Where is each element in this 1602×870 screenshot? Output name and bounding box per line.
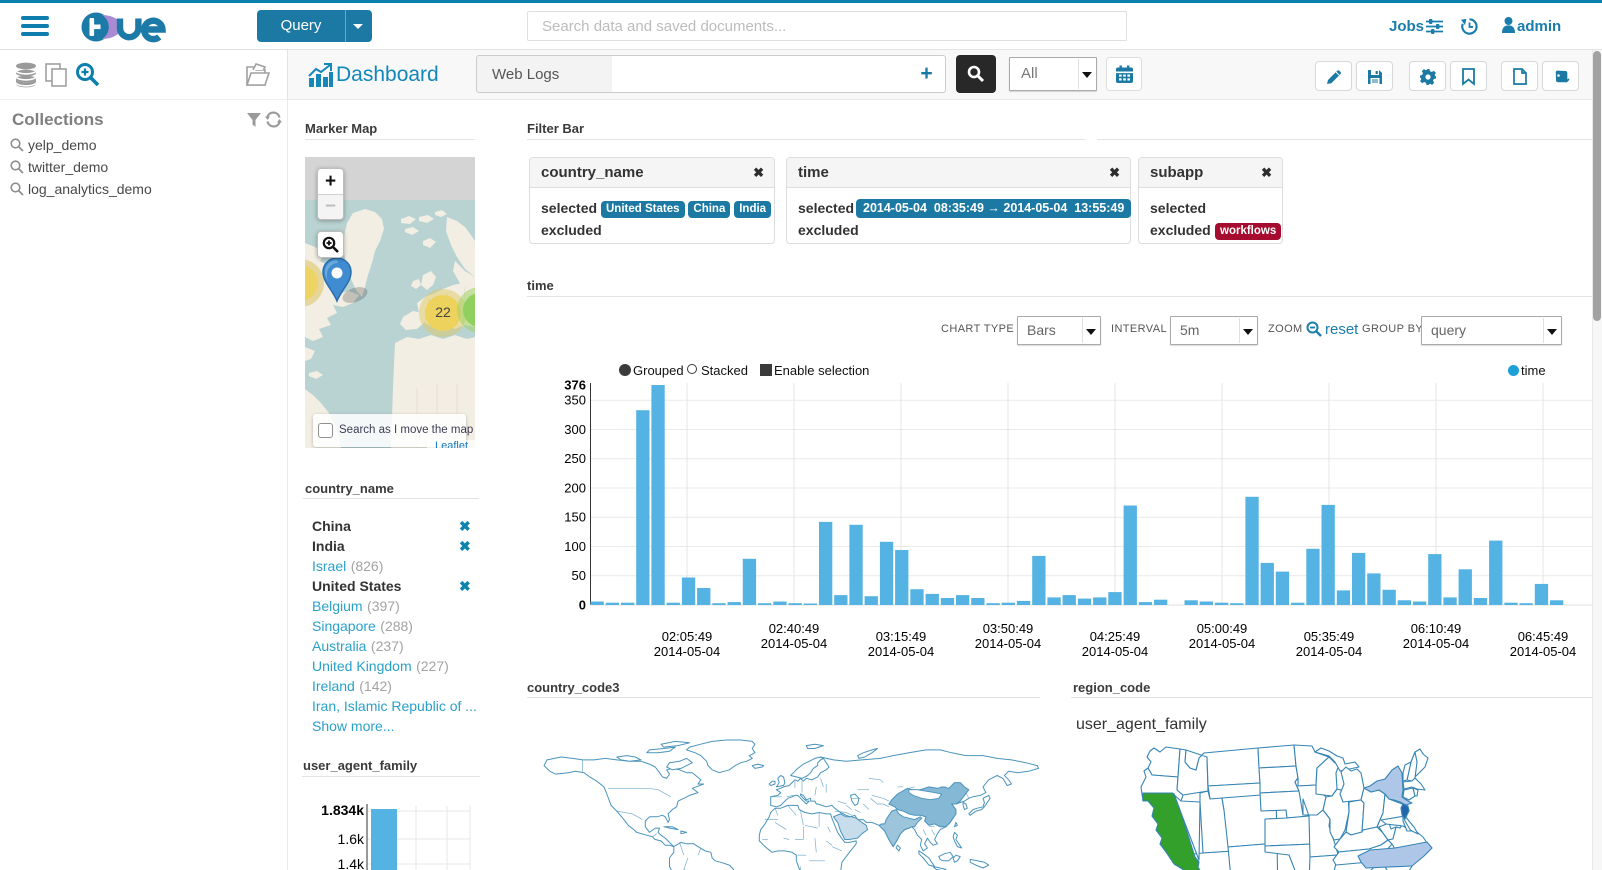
- svg-text:2014-05-04: 2014-05-04: [868, 644, 935, 659]
- svg-text:2014-05-04: 2014-05-04: [1189, 636, 1256, 651]
- svg-text:1.4k: 1.4k: [338, 856, 365, 870]
- svg-text:250: 250: [564, 451, 586, 466]
- svg-text:300: 300: [564, 422, 586, 437]
- svg-text:2014-05-04: 2014-05-04: [975, 636, 1042, 651]
- svg-text:03:15:49: 03:15:49: [876, 629, 927, 644]
- svg-text:150: 150: [564, 510, 586, 525]
- svg-text:04:25:49: 04:25:49: [1090, 629, 1141, 644]
- svg-text:02:05:49: 02:05:49: [662, 629, 713, 644]
- svg-text:03:50:49: 03:50:49: [983, 621, 1034, 636]
- svg-text:05:00:49: 05:00:49: [1197, 621, 1248, 636]
- svg-text:350: 350: [564, 393, 586, 408]
- svg-text:05:35:49: 05:35:49: [1304, 629, 1355, 644]
- svg-text:376: 376: [564, 378, 586, 393]
- svg-text:1.834k: 1.834k: [321, 802, 364, 818]
- svg-text:02:40:49: 02:40:49: [769, 621, 820, 636]
- svg-text:2014-05-04: 2014-05-04: [761, 636, 828, 651]
- svg-text:100: 100: [564, 539, 586, 554]
- svg-text:06:45:49: 06:45:49: [1518, 629, 1569, 644]
- svg-text:2014-05-04: 2014-05-04: [654, 644, 721, 659]
- svg-text:2014-05-04: 2014-05-04: [1082, 644, 1149, 659]
- svg-text:2014-05-04: 2014-05-04: [1403, 636, 1470, 651]
- svg-text:1.6k: 1.6k: [338, 831, 365, 847]
- svg-text:50: 50: [572, 568, 586, 583]
- svg-text:06:10:49: 06:10:49: [1411, 621, 1462, 636]
- svg-text:2014-05-04: 2014-05-04: [1296, 644, 1363, 659]
- svg-text:200: 200: [564, 481, 586, 496]
- svg-text:2014-05-04: 2014-05-04: [1510, 644, 1577, 659]
- svg-text:0: 0: [579, 598, 586, 613]
